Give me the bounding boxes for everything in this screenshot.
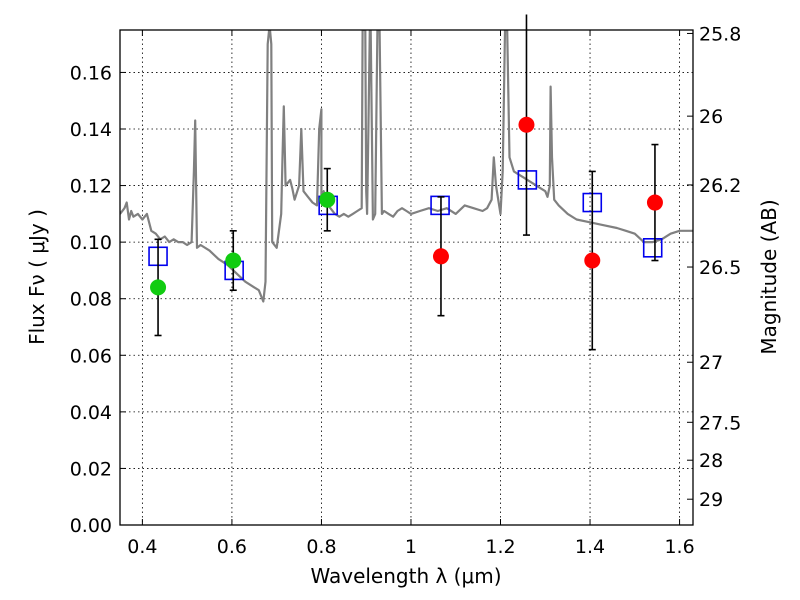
data-point [432, 248, 449, 265]
right-tick-label: 27.5 [699, 412, 741, 434]
model-square [517, 170, 538, 190]
data-point [646, 194, 663, 211]
right-tick-label: 26.5 [699, 257, 741, 279]
right-tick-label: 26 [699, 106, 723, 128]
right-axis-title: Magnitude (AB) [757, 199, 781, 354]
x-tick-label: 1 [405, 536, 417, 558]
right-tick-label: 28 [699, 450, 723, 472]
x-tick-label: 1.6 [664, 536, 694, 558]
right-tick-label: 26.2 [699, 175, 741, 197]
x-tick-label: 0.4 [127, 536, 157, 558]
right-tick-label: 29 [699, 489, 723, 511]
spectrum-layer [120, 30, 693, 303]
y-tick-label: 0.10 [70, 232, 112, 254]
spectrum-line [120, 30, 693, 303]
plot-frame [119, 29, 694, 526]
y-tick-label: 0.00 [70, 515, 112, 537]
y-tick-label: 0.08 [70, 289, 112, 311]
data-point [518, 116, 535, 133]
ticks-layer: 0.4 0.6 0.8 1 1.2 1.4 1.6 0.00 0.02 0.04 0.06 0.08 0… [70, 23, 742, 558]
x-tick-label: 1.2 [485, 536, 515, 558]
model-square [642, 238, 663, 258]
y-tick-label: 0.16 [70, 62, 112, 84]
x-tick-label: 0.6 [217, 536, 247, 558]
y-tick-label: 0.02 [70, 458, 112, 480]
y-tick-label: 0.12 [70, 176, 112, 198]
x-tick-label: 0.8 [306, 536, 336, 558]
y-tick-label: 0.06 [70, 345, 112, 367]
markers-layer [148, 14, 663, 351]
y-axis-title: Flux Fν ( μJy ) [25, 209, 49, 345]
data-point [150, 279, 167, 296]
x-axis-title: Wavelength λ (μm) [310, 564, 501, 588]
right-tick-label: 27 [699, 352, 723, 374]
y-tick-label: 0.14 [70, 119, 112, 141]
data-point [584, 252, 601, 269]
right-tick-label: 25.8 [699, 23, 741, 45]
data-point [319, 191, 336, 208]
data-point [225, 252, 242, 269]
y-tick-label: 0.04 [70, 402, 112, 424]
x-tick-label: 1.4 [575, 536, 605, 558]
